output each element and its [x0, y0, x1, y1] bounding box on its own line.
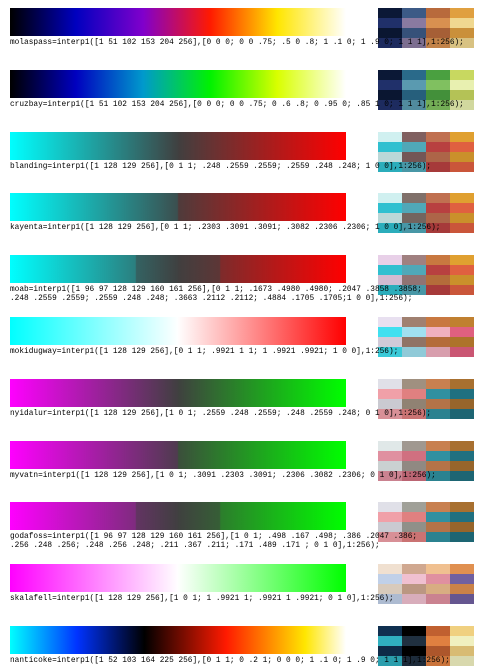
swatch-row	[378, 38, 474, 48]
swatch-row	[378, 79, 474, 90]
swatch-row	[378, 584, 474, 595]
swatch-row	[378, 378, 474, 389]
colormap-swatch	[378, 8, 474, 48]
code-line: moab=interp1([1 96 97 128 129 160 161 25…	[10, 286, 422, 295]
colormap-bar	[10, 317, 346, 345]
swatch-row	[378, 223, 474, 234]
colormap-bar	[10, 502, 346, 531]
swatch-row	[378, 203, 474, 214]
colormap-bar	[10, 69, 346, 98]
swatch-row	[378, 512, 474, 523]
swatch-row	[378, 532, 474, 543]
swatch-row	[378, 255, 474, 266]
code-line: cruzbay=interp1([1 51 102 153 204 256],[…	[10, 100, 464, 109]
code-line: mokidugway=interp1([1 128 129 256],[0 1 …	[10, 348, 399, 356]
colormap-swatch	[378, 564, 474, 605]
swatch-row	[378, 285, 474, 296]
colormap-bar	[10, 440, 346, 469]
swatch-row	[378, 656, 474, 666]
code-line: nyidalur=interp1([1 128 129 256],[1 0 1;…	[10, 409, 432, 418]
swatch-row	[378, 8, 474, 18]
colormap-bar	[10, 193, 346, 222]
swatch-row	[378, 398, 474, 409]
swatch-row	[378, 193, 474, 204]
swatch-row	[378, 460, 474, 471]
colormap-bar	[10, 8, 346, 36]
swatch-row	[378, 327, 474, 337]
swatch-row	[378, 317, 474, 327]
swatch-row	[378, 564, 474, 575]
colormap-bar	[10, 378, 346, 407]
colormap-swatch	[378, 255, 474, 296]
swatch-row	[378, 337, 474, 347]
colormap-swatch	[378, 626, 474, 666]
swatch-row	[378, 141, 474, 152]
swatch-row	[378, 89, 474, 100]
swatch-row	[378, 574, 474, 585]
swatch-row	[378, 470, 474, 481]
swatch-row	[378, 18, 474, 28]
code-line: myvatn=interp1([1 128 129 256],[1 0 1; .…	[10, 471, 436, 480]
swatch-row	[378, 408, 474, 419]
colormap-bar	[10, 255, 346, 284]
colormap-swatch	[378, 378, 474, 419]
swatch-row	[378, 131, 474, 142]
swatch-row	[378, 626, 474, 636]
swatch-row	[378, 440, 474, 451]
code-line: godafoss=interp1([1 96 97 128 129 160 16…	[10, 533, 418, 542]
colormap-swatch	[378, 502, 474, 543]
colormap-swatch	[378, 193, 474, 234]
code-line: .256 .248 .256; .248 .256 .248; .211 .36…	[10, 542, 380, 551]
code-line: kayenta=interp1([1 128 129 256],[0 1 1; …	[10, 224, 441, 233]
swatch-row	[378, 161, 474, 172]
colormap-bar	[10, 131, 346, 160]
swatch-row	[378, 28, 474, 38]
colormap-swatch	[378, 317, 474, 357]
swatch-row	[378, 275, 474, 286]
code-line: blanding=interp1([1 128 129 256],[0 1 1;…	[10, 162, 432, 171]
colormap-swatch	[378, 440, 474, 481]
colormap-bar	[10, 564, 346, 593]
swatch-row	[378, 522, 474, 533]
swatch-row	[378, 151, 474, 162]
colormap-swatch	[378, 131, 474, 172]
code-line: .248 .2559 .2559; .2559 .248 .248; .3663…	[10, 295, 413, 304]
swatch-row	[378, 450, 474, 461]
swatch-row	[378, 388, 474, 399]
swatch-row	[378, 69, 474, 80]
swatch-row	[378, 265, 474, 276]
swatch-row	[378, 636, 474, 646]
code-line: molaspass=interp1([1 51 102 153 204 256]…	[10, 39, 464, 47]
swatch-row	[378, 646, 474, 656]
swatch-row	[378, 213, 474, 224]
swatch-row	[378, 347, 474, 357]
code-line: skalafell=interp1([1 128 129 256],[1 0 1…	[10, 595, 394, 604]
swatch-row	[378, 99, 474, 110]
colormap-swatch	[378, 69, 474, 110]
swatch-row	[378, 594, 474, 605]
code-line: nanticoke=interp1([1 52 103 164 225 256]…	[10, 657, 450, 665]
colormap-bar	[10, 626, 346, 654]
swatch-row	[378, 502, 474, 513]
